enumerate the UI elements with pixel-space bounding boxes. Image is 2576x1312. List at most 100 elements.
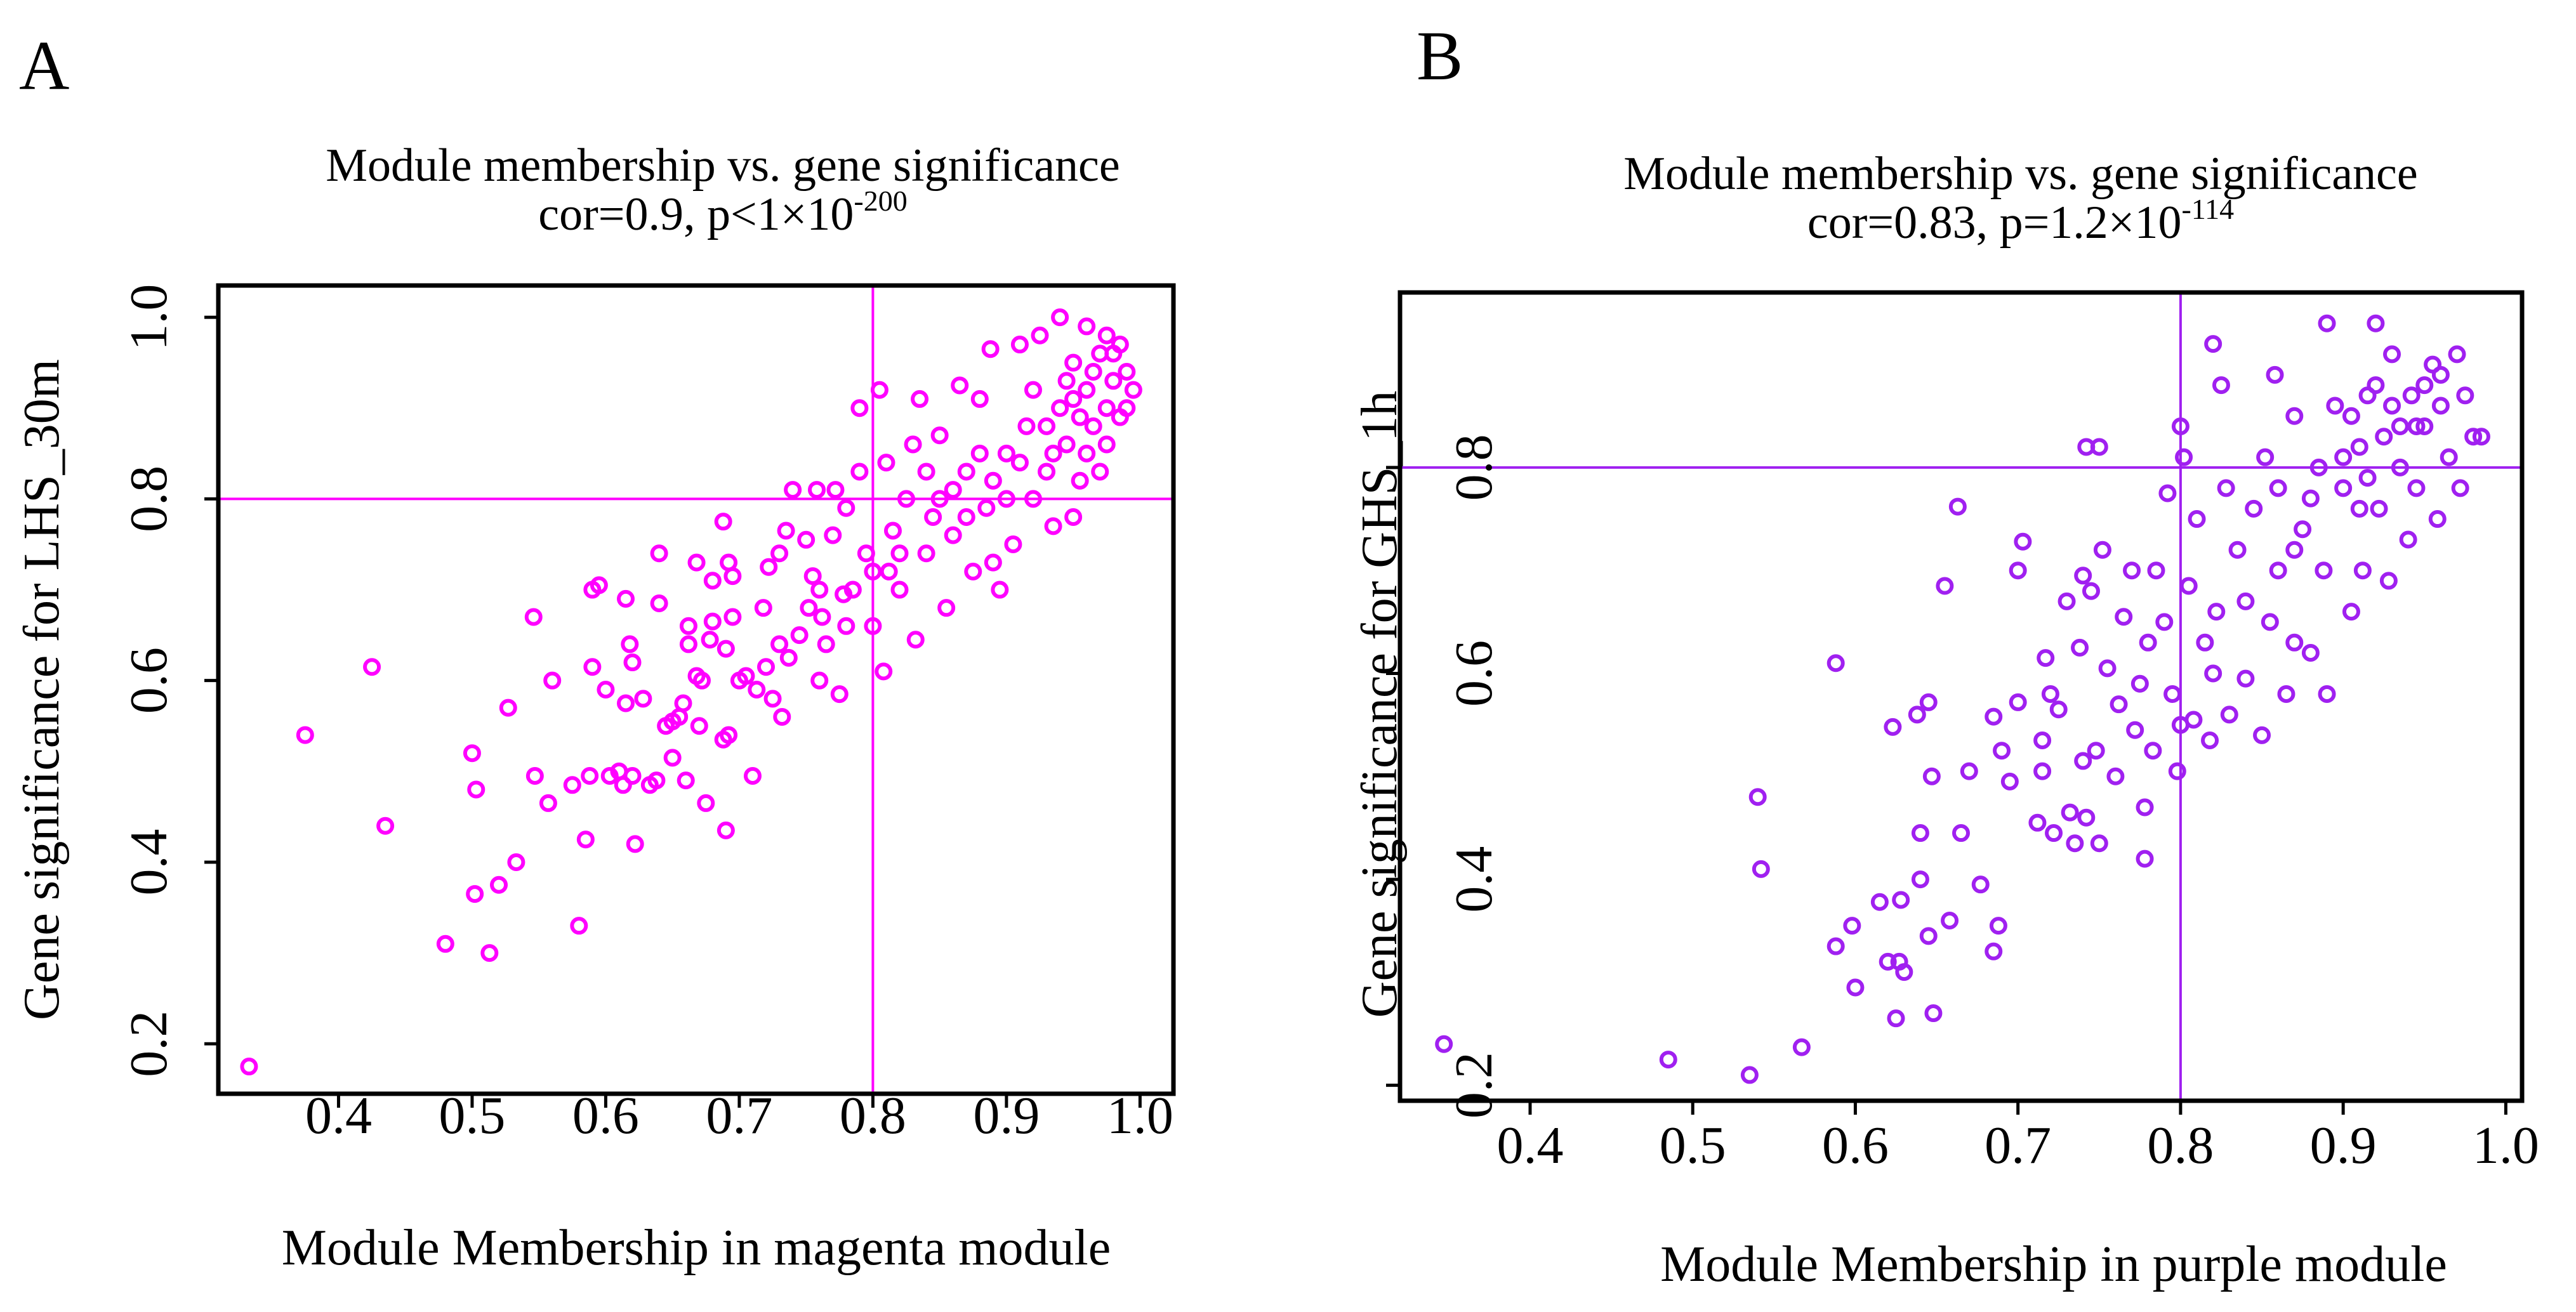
data-point	[1843, 917, 1861, 935]
data-point	[2098, 659, 2117, 678]
data-point	[743, 766, 762, 785]
subtitle-text: cor=0.9, p<1×10	[538, 188, 854, 240]
data-point	[2309, 458, 2328, 476]
data-point	[984, 553, 1002, 572]
data-point	[1017, 417, 1036, 435]
data-point	[650, 544, 668, 563]
data-point	[2318, 685, 2336, 703]
data-point	[480, 944, 499, 962]
data-point	[650, 594, 668, 613]
data-point	[2163, 685, 2182, 703]
data-point	[1031, 326, 1049, 344]
data-point	[810, 581, 829, 599]
data-point	[917, 462, 935, 481]
data-point	[2269, 479, 2287, 497]
data-point	[590, 576, 608, 594]
data-point	[957, 508, 975, 527]
data-point	[930, 426, 949, 445]
data-point	[2301, 489, 2320, 508]
data-point	[826, 481, 845, 499]
data-point	[1044, 517, 1062, 535]
data-point	[1057, 372, 1076, 390]
data-point	[2428, 510, 2447, 528]
data-point	[2342, 407, 2360, 425]
data-point	[2090, 438, 2108, 456]
plot-frame	[1397, 290, 2525, 1103]
data-point	[436, 935, 454, 953]
data-point	[2171, 716, 2190, 734]
data-point	[1985, 707, 2003, 726]
data-point	[2077, 808, 2096, 827]
data-point	[240, 1058, 258, 1076]
data-point	[2391, 417, 2409, 435]
data-point	[944, 481, 962, 499]
data-point	[1924, 1004, 1943, 1023]
data-point	[2269, 561, 2287, 580]
data-point	[981, 340, 1000, 358]
data-point	[2158, 484, 2177, 502]
data-point	[1064, 353, 1083, 372]
data-point	[570, 917, 588, 935]
data-point	[777, 522, 795, 540]
panel-label: B	[1417, 17, 1463, 95]
data-point	[1104, 344, 1123, 363]
data-point	[2139, 633, 2157, 652]
data-point	[984, 471, 1002, 490]
data-point	[937, 599, 956, 617]
data-point	[760, 558, 778, 576]
data-point	[2367, 376, 2385, 395]
data-point	[1064, 508, 1083, 527]
data-point	[1024, 490, 1042, 508]
data-point	[897, 490, 916, 508]
data-point	[807, 481, 826, 499]
data-point	[880, 562, 898, 581]
data-point	[2228, 541, 2247, 559]
data-point	[2066, 834, 2084, 853]
data-point	[2057, 592, 2076, 610]
y-tick-label: 0.2	[1444, 1052, 1503, 1118]
data-point	[1792, 1038, 1811, 1056]
panel-b: B Module membership vs. gene significanc…	[1352, 17, 2539, 1292]
y-tick-label: 0.6	[119, 647, 178, 714]
y-tick-label: 0.4	[1444, 846, 1503, 913]
data-point	[581, 766, 599, 785]
data-point	[2014, 532, 2032, 551]
data-point	[757, 658, 776, 676]
data-point	[2277, 685, 2295, 703]
data-point	[944, 526, 962, 544]
data-point	[924, 508, 942, 527]
data-point	[2370, 499, 2388, 518]
x-tick-label: 0.5	[439, 1086, 505, 1145]
data-point	[2037, 649, 2055, 667]
data-point	[837, 617, 855, 635]
data-point	[991, 581, 1009, 599]
data-point	[1064, 390, 1083, 408]
data-point	[583, 658, 602, 676]
data-point	[490, 876, 508, 894]
data-point	[717, 821, 735, 839]
data-point	[2090, 834, 2108, 853]
data-point	[2201, 731, 2219, 749]
data-point	[917, 544, 935, 563]
data-point	[2342, 603, 2360, 621]
data-point	[1895, 963, 1913, 981]
data-point	[614, 776, 632, 794]
data-point	[890, 544, 909, 563]
data-point	[2334, 479, 2353, 497]
data-point	[563, 776, 581, 794]
data-point	[597, 681, 615, 699]
data-point	[2204, 335, 2223, 353]
y-tick-label: 0.8	[119, 466, 178, 532]
data-point	[616, 589, 635, 608]
subtitle-text: cor=0.83, p=1.2×10	[1807, 197, 2182, 249]
data-point	[1908, 705, 1926, 724]
data-point	[810, 671, 829, 690]
data-point	[797, 530, 816, 549]
data-point	[687, 553, 706, 572]
data-point	[1118, 362, 1136, 381]
data-point	[2451, 479, 2469, 497]
data-point	[2082, 582, 2100, 600]
data-point	[2009, 693, 2027, 711]
data-point	[1826, 937, 1845, 955]
